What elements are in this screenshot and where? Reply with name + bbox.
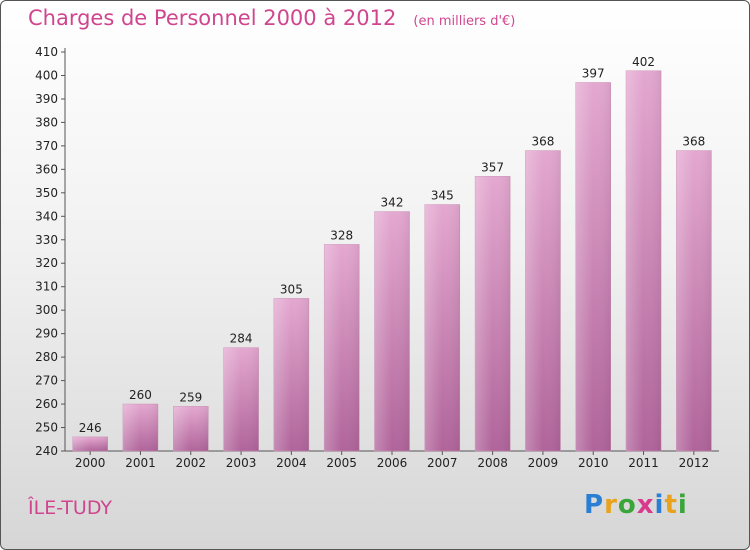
logo-letter: i	[654, 490, 665, 520]
x-tick-label: 2003	[226, 456, 257, 470]
x-tick-label: 2012	[679, 456, 710, 470]
y-tick-label: 370	[35, 139, 58, 153]
bar-shine	[525, 150, 561, 451]
bar-shine	[173, 406, 209, 451]
logo-letter: o	[617, 490, 637, 520]
proxiti-logo: Proxiti	[584, 490, 688, 520]
bar-shine	[575, 82, 611, 451]
x-tick-label: 2010	[578, 456, 609, 470]
x-tick-label: 2000	[75, 456, 106, 470]
bar-value-label: 305	[280, 282, 303, 296]
y-tick-label: 250	[35, 421, 58, 435]
bar-shine	[324, 244, 360, 451]
y-tick-label: 390	[35, 92, 58, 106]
y-tick-label: 260	[35, 397, 58, 411]
bar-shine	[72, 436, 108, 451]
bar-shine	[374, 211, 410, 451]
x-tick-label: 2011	[628, 456, 659, 470]
bar-value-label: 259	[179, 390, 202, 404]
bar-value-label: 357	[481, 160, 504, 174]
y-tick-label: 240	[35, 444, 58, 458]
chart-title: Charges de Personnel 2000 à 2012	[28, 6, 397, 30]
bar-value-label: 260	[129, 388, 152, 402]
bar-shine	[122, 404, 158, 451]
y-tick-label: 270	[35, 374, 58, 388]
title-block: Charges de Personnel 2000 à 2012 (en mil…	[28, 6, 515, 30]
bar-value-label: 397	[582, 67, 605, 81]
y-tick-label: 330	[35, 233, 58, 247]
bar-shine	[223, 347, 259, 451]
y-tick-label: 310	[35, 280, 58, 294]
bar-value-label: 342	[381, 196, 404, 210]
commune-name: ÎLE-TUDY	[28, 497, 113, 519]
x-tick-label: 2009	[528, 456, 559, 470]
y-tick-label: 280	[35, 350, 58, 364]
logo-letter: x	[636, 490, 655, 520]
bar-shine	[676, 150, 712, 451]
bar-value-label: 328	[330, 228, 353, 242]
bar-value-label: 345	[431, 189, 454, 203]
logo-letter: i	[677, 490, 688, 520]
y-tick-label: 400	[35, 68, 58, 82]
logo-letter: r	[604, 490, 618, 520]
bar-value-label: 284	[230, 332, 253, 346]
x-tick-label: 2001	[125, 456, 156, 470]
x-tick-label: 2005	[326, 456, 357, 470]
logo-letter: P	[584, 490, 605, 520]
y-tick-label: 360	[35, 162, 58, 176]
bar-value-label: 246	[79, 421, 102, 435]
y-tick-label: 380	[35, 115, 58, 129]
x-tick-label: 2008	[477, 456, 508, 470]
bar-shine	[626, 70, 662, 451]
y-tick-label: 350	[35, 186, 58, 200]
bar-shine	[475, 176, 511, 452]
y-tick-label: 410	[35, 45, 58, 59]
logo-letter: t	[664, 490, 678, 520]
bar-shine	[273, 298, 309, 451]
bar-value-label: 402	[632, 55, 655, 69]
bar-value-label: 368	[682, 135, 705, 149]
bar-shine	[424, 204, 460, 451]
y-tick-label: 300	[35, 303, 58, 317]
x-tick-label: 2004	[276, 456, 307, 470]
x-tick-label: 2007	[427, 456, 458, 470]
x-tick-label: 2002	[175, 456, 206, 470]
bar-value-label: 368	[531, 135, 554, 149]
y-tick-label: 340	[35, 209, 58, 223]
chart-subtitle: (en milliers d'€)	[413, 14, 516, 29]
y-tick-label: 320	[35, 256, 58, 270]
y-tick-label: 290	[35, 327, 58, 341]
x-tick-label: 2006	[377, 456, 408, 470]
